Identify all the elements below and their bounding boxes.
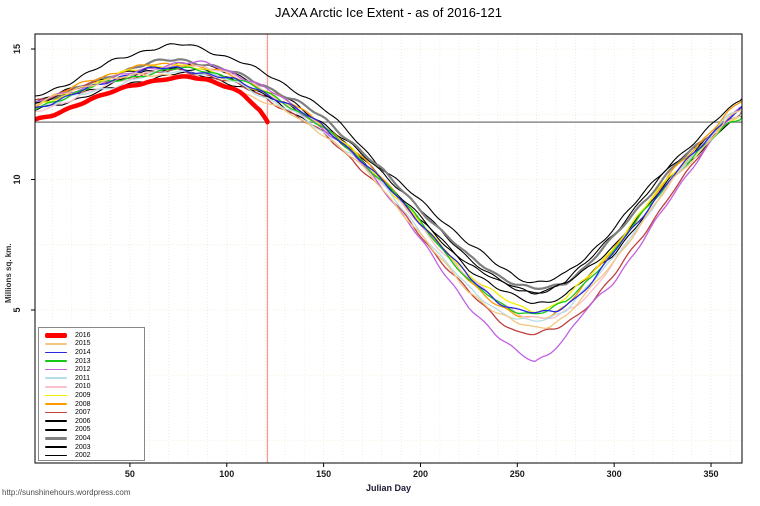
legend-item-2008: 2008 (45, 400, 144, 409)
legend-line-swatch (45, 420, 67, 423)
legend-item-2004: 2004 (45, 434, 144, 443)
legend-item-2011: 2011 (45, 374, 144, 383)
series-line-2003 (35, 43, 742, 284)
legend-line-swatch (45, 394, 67, 397)
legend-line-swatch (45, 454, 67, 457)
y-axis-title: Millions sq. km. (4, 243, 13, 303)
series-line-2015 (35, 72, 742, 330)
legend-line-swatch (45, 332, 67, 338)
series-line-2012 (35, 60, 742, 363)
x-tick-label: 50 (125, 469, 135, 479)
legend-label: 2003 (75, 443, 91, 451)
legend-line-swatch (45, 351, 67, 354)
x-tick-label: 250 (510, 469, 525, 479)
legend-item-2016: 2016 (45, 331, 144, 340)
legend-line-swatch (45, 437, 67, 440)
legend-box: 2016 2015 2014 2013 2012 2011 2010 2009 2008 2007… (38, 327, 145, 461)
legend-item-2015: 2015 (45, 340, 144, 349)
legend-item-2007: 2007 (45, 408, 144, 417)
legend-line-swatch (45, 446, 67, 448)
source-url: http://sunshinehours.wordpress.com (2, 488, 131, 497)
legend-item-2012: 2012 (45, 365, 144, 374)
chart-title: JAXA Arctic Ice Extent - as of 2016-121 (275, 5, 502, 20)
x-tick-label: 300 (607, 469, 622, 479)
legend-label: 2004 (75, 434, 91, 442)
series-line-2014 (35, 66, 742, 314)
series-line-2002 (35, 62, 742, 295)
legend-label: 2015 (75, 340, 91, 348)
x-tick-label: 200 (413, 469, 428, 479)
legend-line-swatch (45, 360, 67, 362)
legend-line-swatch (45, 411, 67, 414)
x-axis-title: Julian Day (365, 483, 412, 493)
legend-label: 2010 (75, 383, 91, 391)
legend-label: 2002 (75, 452, 91, 460)
legend-line-swatch (45, 368, 67, 371)
legend-item-2010: 2010 (45, 383, 144, 392)
legend-label: 2012 (75, 366, 91, 374)
legend-label: 2013 (75, 357, 91, 365)
legend-label: 2009 (75, 391, 91, 399)
series-line-2004 (35, 58, 742, 290)
x-tick-label: 350 (703, 469, 718, 479)
series-line-2010 (35, 65, 742, 320)
legend-line-swatch (45, 403, 67, 405)
series-line-2006 (35, 71, 742, 294)
legend-item-2003: 2003 (45, 443, 144, 452)
plot-border (34, 33, 743, 464)
legend-label: 2006 (75, 417, 91, 425)
y-tick-label: 5 (12, 307, 22, 312)
y-tick-label: 15 (12, 44, 22, 54)
legend-line-swatch (45, 429, 67, 431)
x-tick-label: 150 (316, 469, 331, 479)
x-tick-label: 100 (219, 469, 234, 479)
legend-item-2014: 2014 (45, 348, 144, 357)
legend-item-2009: 2009 (45, 391, 144, 400)
legend-label: 2005 (75, 426, 91, 434)
y-tick-label: 10 (12, 174, 22, 184)
legend-label: 2014 (75, 348, 91, 356)
legend-label: 2007 (75, 409, 91, 417)
legend-line-swatch (45, 343, 67, 345)
legend-line-swatch (45, 377, 67, 380)
legend-label: 2011 (75, 374, 91, 382)
legend-label: 2008 (75, 400, 91, 408)
legend-line-swatch (45, 386, 67, 388)
series-line-2016 (35, 74, 270, 125)
legend-item-2013: 2013 (45, 357, 144, 366)
legend-item-2005: 2005 (45, 426, 144, 435)
series-line-2011 (35, 70, 742, 322)
legend-item-2002: 2002 (45, 451, 144, 460)
legend-label: 2016 (75, 331, 91, 339)
legend-item-2006: 2006 (45, 417, 144, 426)
